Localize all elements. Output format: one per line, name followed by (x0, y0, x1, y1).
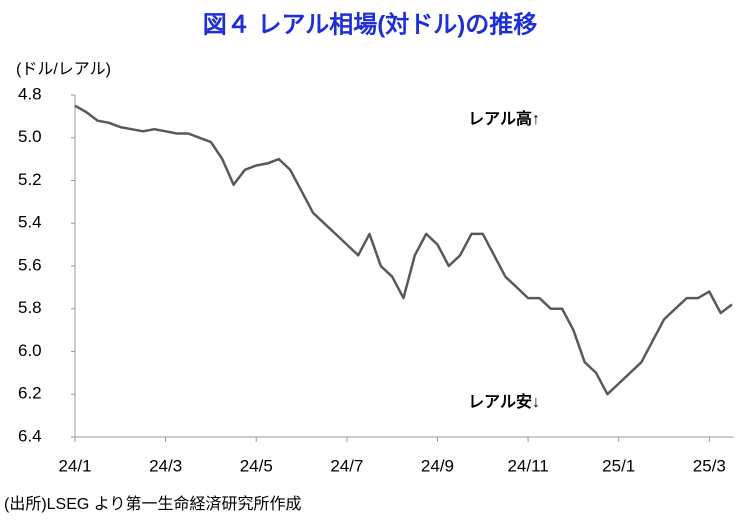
x-tick-label: 24/11 (507, 456, 548, 475)
source-note: (出所)LSEG より第一生命経済研究所作成 (4, 495, 301, 513)
y-tick-label: 5.2 (18, 170, 42, 189)
x-tick-label: 24/5 (240, 456, 273, 475)
y-tick-label: 5.8 (18, 298, 42, 317)
annotation: レアル高↑ (468, 109, 540, 128)
x-tick-label: 25/1 (602, 456, 635, 475)
data-line (74, 104, 733, 396)
chart-title: 図４ レアル相場(対ドル)の推移 (203, 11, 537, 38)
x-tick-label: 24/3 (149, 456, 182, 475)
y-axis-label: (ドル/レアル) (16, 61, 111, 78)
x-tick-label: 24/9 (421, 456, 454, 475)
x-tick-label: 24/7 (330, 456, 363, 475)
x-tick-label: 25/3 (693, 456, 726, 475)
y-tick-label: 4.8 (18, 84, 42, 103)
y-tick-label: 6.0 (18, 341, 42, 360)
x-tick-label: 24/1 (58, 456, 91, 475)
y-tick-label: 5.0 (18, 127, 42, 146)
y-tick-label: 5.4 (18, 213, 42, 232)
annotation: レアル安↓ (468, 392, 540, 411)
y-tick-label: 6.2 (18, 384, 42, 403)
y-tick-label: 6.4 (18, 426, 42, 445)
y-tick-label: 5.6 (18, 255, 42, 274)
